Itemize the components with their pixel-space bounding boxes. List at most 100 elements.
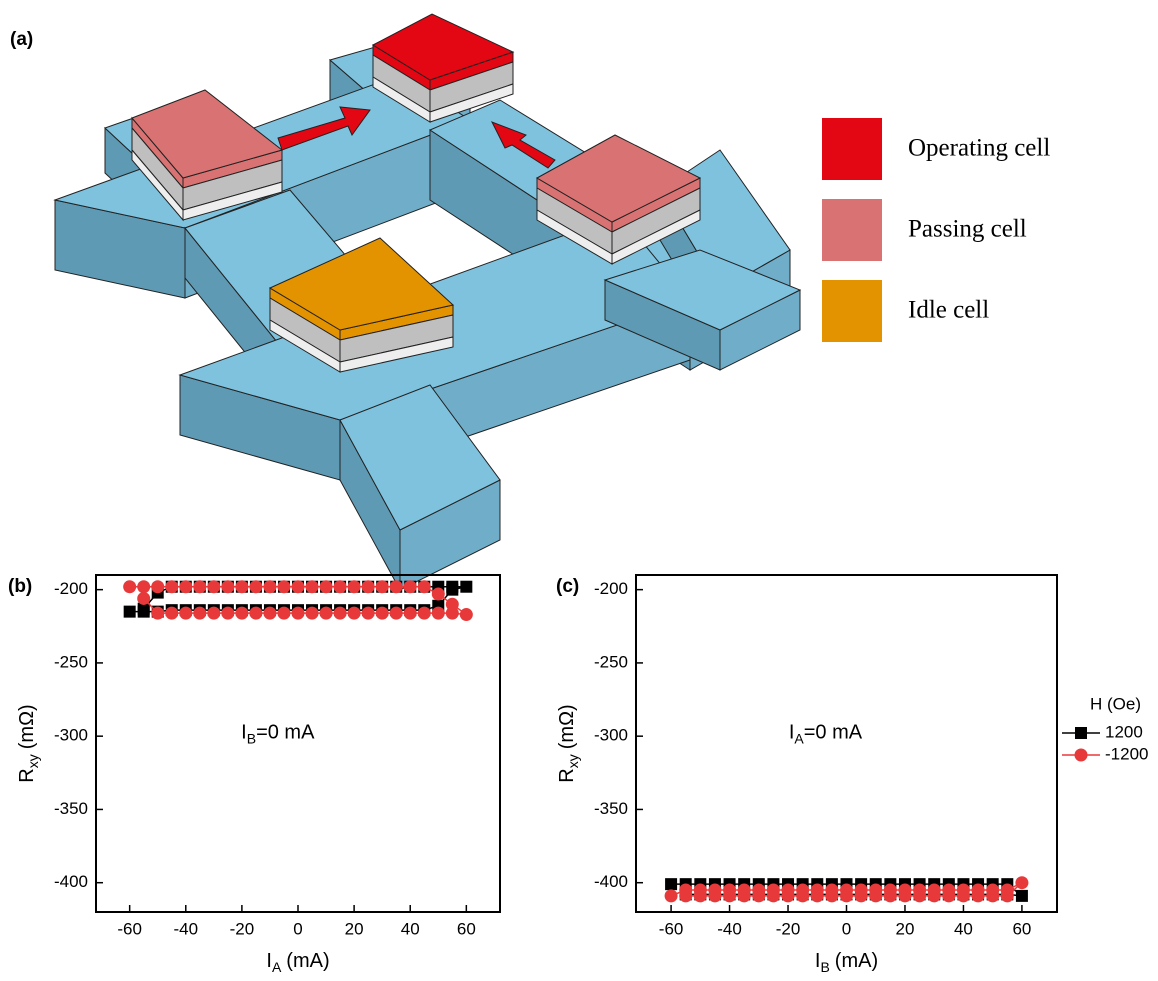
y-tick-label: -300 — [594, 726, 628, 745]
label-sub: B — [820, 959, 829, 975]
legend-label: 1200 — [1105, 722, 1143, 741]
y-tick-label: -350 — [594, 799, 628, 818]
marker — [404, 580, 417, 593]
marker — [460, 608, 473, 621]
label-rest: (mA) — [286, 950, 329, 972]
legend-swatch — [822, 199, 882, 261]
marker — [376, 607, 389, 620]
page: (a) Operating cellPassing cellIdle cell … — [0, 0, 1158, 981]
marker — [855, 889, 868, 902]
x-tick-label: -40 — [717, 919, 742, 938]
legend-marker — [1075, 749, 1088, 762]
marker — [884, 889, 897, 902]
x-tick-label: 60 — [1012, 919, 1031, 938]
x-tick-label: -20 — [776, 919, 801, 938]
figure: (a) Operating cellPassing cellIdle cell … — [0, 0, 1158, 981]
marker — [292, 607, 305, 620]
label-rest: (mΩ) — [556, 704, 578, 749]
marker — [151, 607, 164, 620]
marker — [738, 889, 751, 902]
marker — [320, 580, 333, 593]
axis-label: Rxy(mΩ) — [16, 704, 40, 782]
x-tick-label: -40 — [173, 919, 198, 938]
panel-label: (c) — [556, 576, 579, 597]
marker — [249, 580, 262, 593]
label-rest: (mA) — [835, 950, 878, 972]
y-tick-label: -400 — [594, 872, 628, 891]
marker — [306, 607, 319, 620]
diagram — [55, 14, 800, 590]
label-sub: A — [272, 959, 282, 975]
marker — [432, 588, 445, 601]
marker — [221, 580, 234, 593]
legend-label: -1200 — [1105, 744, 1148, 763]
marker — [446, 607, 459, 620]
marker — [124, 606, 136, 618]
marker — [665, 889, 678, 902]
marker — [942, 889, 955, 902]
x-tick-label: -20 — [230, 919, 255, 938]
y-tick-label: -200 — [54, 579, 88, 598]
marker — [752, 889, 765, 902]
x-tick-label: 0 — [842, 919, 851, 938]
marker — [292, 580, 305, 593]
axis-label: IB(mA) — [815, 950, 878, 974]
panel-label: (b) — [8, 576, 32, 597]
marker — [277, 580, 290, 593]
marker — [782, 889, 795, 902]
marker — [1015, 876, 1028, 889]
marker — [263, 607, 276, 620]
label-main: R — [556, 768, 578, 782]
marker — [898, 889, 911, 902]
marker — [376, 580, 389, 593]
panel-label: (a) — [10, 29, 33, 50]
marker — [418, 580, 431, 593]
marker — [235, 580, 248, 593]
marker — [825, 889, 838, 902]
marker — [972, 889, 985, 902]
marker — [221, 607, 234, 620]
marker — [165, 607, 178, 620]
marker — [665, 878, 677, 890]
axis-label: IB=0 mA — [241, 722, 315, 746]
marker — [165, 580, 178, 593]
y-tick-label: -300 — [54, 726, 88, 745]
x-tick-label: 60 — [457, 919, 476, 938]
marker — [235, 607, 248, 620]
label-rest: =0 mA — [804, 722, 863, 744]
marker — [179, 580, 192, 593]
marker — [348, 607, 361, 620]
label-rest: =0 mA — [256, 722, 315, 744]
diagram-legend: Operating cellPassing cellIdle cell — [822, 118, 1050, 342]
marker — [460, 581, 472, 593]
marker — [151, 580, 164, 593]
y-tick-label: -400 — [54, 872, 88, 891]
marker — [723, 889, 736, 902]
x-tick-label: 20 — [345, 919, 364, 938]
label-sub: B — [247, 730, 256, 746]
marker — [957, 889, 970, 902]
marker — [869, 889, 882, 902]
marker — [193, 607, 206, 620]
x-tick-label: -60 — [659, 919, 684, 938]
marker — [123, 580, 136, 593]
marker — [1016, 890, 1028, 902]
marker — [277, 607, 290, 620]
marker — [334, 580, 347, 593]
marker — [306, 580, 319, 593]
marker — [404, 607, 417, 620]
label-sub: xy — [25, 754, 41, 768]
marker — [137, 592, 150, 605]
legend-title: H (Oe) — [1090, 694, 1141, 713]
marker — [840, 889, 853, 902]
marker — [694, 889, 707, 902]
marker — [811, 889, 824, 902]
marker — [362, 607, 375, 620]
marker — [913, 889, 926, 902]
marker — [193, 580, 206, 593]
legend-swatch — [822, 118, 882, 180]
marker — [767, 889, 780, 902]
label-rest: (mΩ) — [16, 704, 38, 749]
